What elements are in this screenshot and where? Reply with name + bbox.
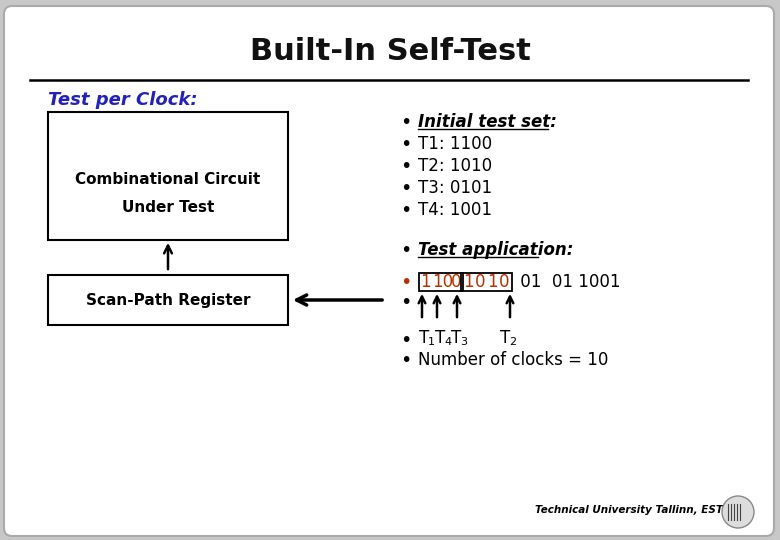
Bar (48, 275, 288, 325)
Text: Number of clocks = 10: Number of clocks = 10 (418, 351, 608, 369)
Text: 01  01 1001: 01 01 1001 (515, 273, 621, 291)
Text: T: T (419, 329, 429, 347)
Text: T: T (451, 329, 461, 347)
Text: Test per Clock:: Test per Clock: (48, 91, 197, 109)
Text: 3: 3 (460, 337, 467, 347)
Bar (419, 273, 463, 291)
Text: Test application:: Test application: (418, 241, 573, 259)
Text: 1: 1 (420, 273, 431, 291)
Text: Built-In Self-Test: Built-In Self-Test (250, 37, 530, 66)
Text: Combinational Circuit: Combinational Circuit (76, 172, 261, 187)
Circle shape (722, 496, 754, 528)
Text: •: • (400, 273, 411, 292)
Text: T4: 1001: T4: 1001 (418, 201, 492, 219)
Text: T2: 1010: T2: 1010 (418, 157, 492, 175)
Text: •: • (400, 350, 411, 369)
Text: T3: 0101: T3: 0101 (418, 179, 492, 197)
Text: T: T (435, 329, 445, 347)
Text: 4: 4 (444, 337, 451, 347)
Text: T1: 1100: T1: 1100 (418, 135, 492, 153)
Text: •: • (400, 330, 411, 349)
Text: Scan-Path Register: Scan-Path Register (86, 293, 250, 307)
Text: 0: 0 (451, 273, 462, 291)
Text: 2: 2 (509, 337, 516, 347)
Text: Under Test: Under Test (122, 199, 215, 214)
Text: •: • (400, 179, 411, 198)
Bar (48, 112, 288, 240)
Text: Initial test set:: Initial test set: (418, 113, 557, 131)
Text: 10: 10 (432, 273, 453, 291)
Text: 1: 1 (463, 273, 473, 291)
Text: •: • (400, 293, 411, 312)
Text: •: • (400, 240, 411, 260)
Text: T: T (500, 329, 510, 347)
Text: 1: 1 (428, 337, 435, 347)
Text: 1: 1 (487, 273, 498, 291)
Text: •: • (400, 200, 411, 219)
Text: •: • (400, 134, 411, 153)
Text: •: • (400, 112, 411, 132)
Text: 0: 0 (475, 273, 485, 291)
Text: Technical University Tallinn, ESTONIA: Technical University Tallinn, ESTONIA (535, 505, 753, 515)
Text: •: • (400, 157, 411, 176)
FancyBboxPatch shape (4, 6, 774, 536)
Text: 0: 0 (499, 273, 509, 291)
Bar (461, 273, 512, 291)
